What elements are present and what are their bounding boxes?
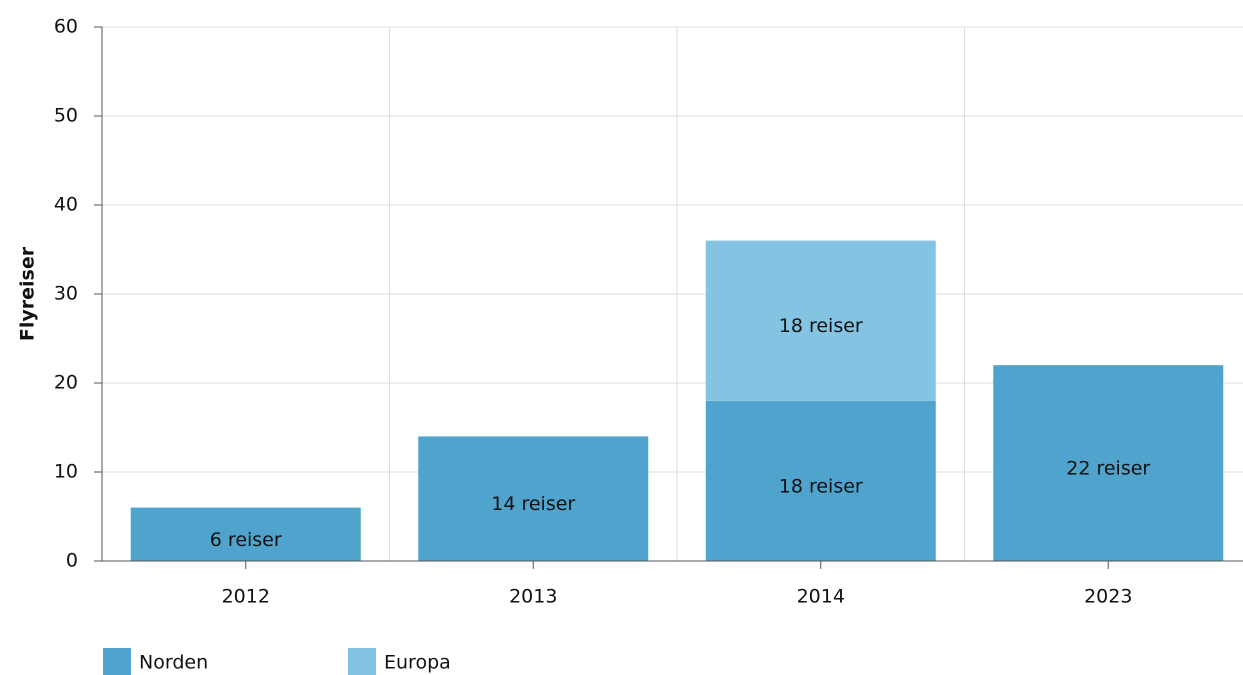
value-label: 18 reiser xyxy=(779,475,863,497)
x-tick-label: 2012 xyxy=(222,586,270,608)
x-tick-label: 2014 xyxy=(797,586,845,608)
legend-label: Norden xyxy=(139,652,208,674)
value-label: 18 reiser xyxy=(779,315,863,337)
y-tick-label: 30 xyxy=(54,283,78,305)
y-tick-label: 0 xyxy=(66,550,78,572)
legend-label: Europa xyxy=(384,652,451,674)
bar-segment xyxy=(705,240,936,401)
y-tick-label: 60 xyxy=(54,16,78,38)
y-axis-label: Flyreiser xyxy=(17,246,39,341)
x-tick-label: 2013 xyxy=(509,586,557,608)
value-label: 6 reiser xyxy=(210,529,282,551)
legend-swatch xyxy=(348,648,376,675)
bar-segment xyxy=(418,436,649,561)
y-tick-label: 10 xyxy=(54,461,78,483)
bar-segment xyxy=(130,507,361,561)
x-tick-label: 2023 xyxy=(1084,586,1132,608)
y-tick-label: 40 xyxy=(54,194,78,216)
y-tick-label: 50 xyxy=(54,105,78,127)
value-label: 22 reiser xyxy=(1066,458,1150,480)
bar-segment xyxy=(705,400,936,561)
y-tick-label: 20 xyxy=(54,372,78,394)
bar-segment xyxy=(993,365,1224,561)
value-label: 14 reiser xyxy=(491,493,575,515)
legend-swatch xyxy=(103,648,131,675)
